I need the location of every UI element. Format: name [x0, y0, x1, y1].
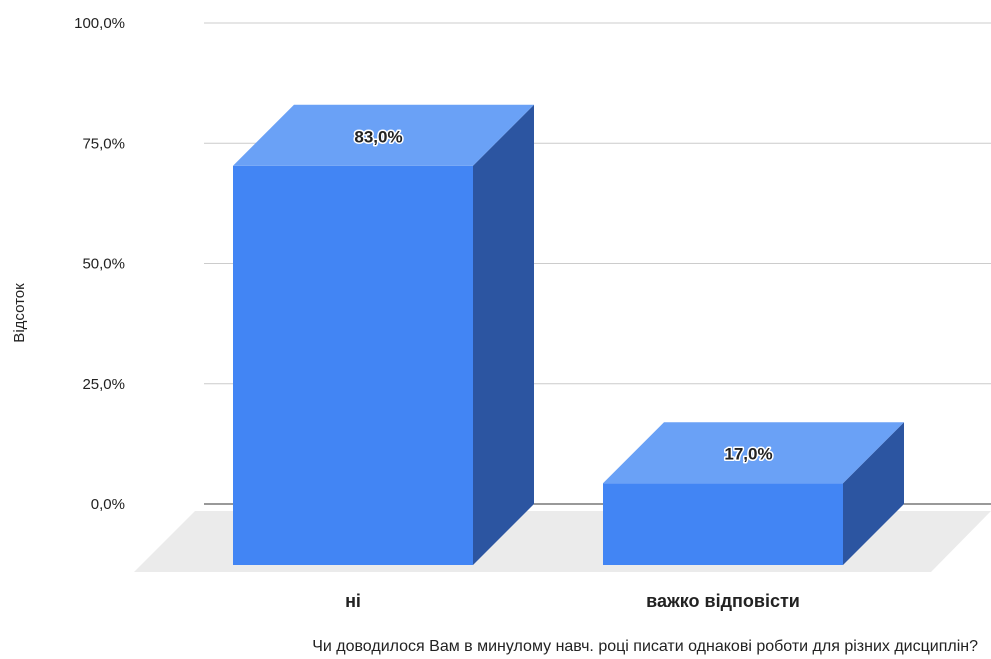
- y-axis-title: Відсоток: [11, 283, 28, 343]
- bar: [233, 104, 534, 566]
- y-tick-label: 0,0%: [91, 496, 125, 513]
- x-axis-title: Чи доводилося Вам в минулому навч. році …: [312, 638, 978, 655]
- bar-front: [603, 483, 843, 565]
- bar-side: [473, 104, 534, 566]
- bar-top: [603, 422, 904, 484]
- bar-top: [233, 104, 534, 166]
- data-label: 17,0%: [724, 445, 772, 464]
- bar-front: [233, 165, 473, 565]
- y-tick-label: 50,0%: [82, 256, 125, 273]
- bar: [603, 422, 904, 565]
- category-label: важко відповісти: [646, 591, 800, 611]
- category-label: ні: [345, 591, 361, 611]
- bar-side: [843, 422, 904, 565]
- data-label: 83,0%: [354, 127, 402, 146]
- y-tick-label: 100,0%: [74, 15, 125, 32]
- y-tick-label: 75,0%: [82, 135, 125, 152]
- y-tick-label: 25,0%: [82, 376, 125, 393]
